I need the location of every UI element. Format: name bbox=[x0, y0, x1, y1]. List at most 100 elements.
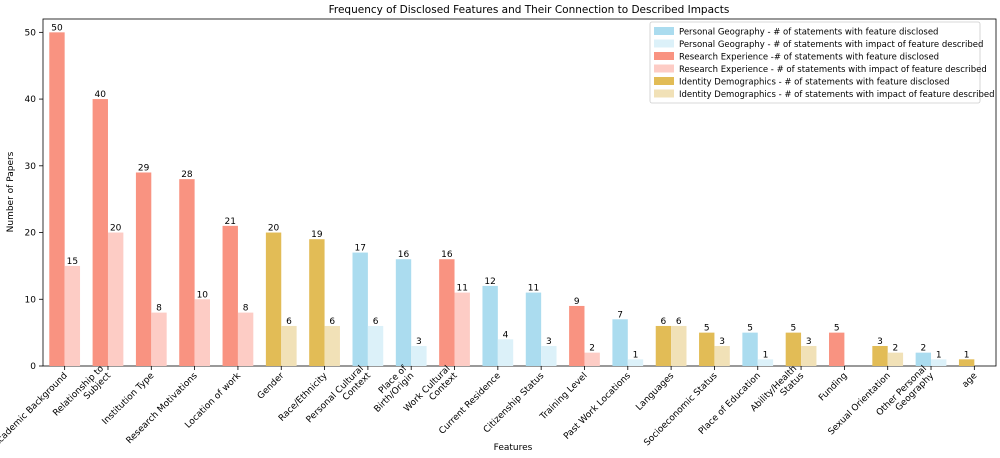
bar-label-disclosed: 6 bbox=[661, 317, 667, 327]
x-tick-label: Ability/HealthStatus bbox=[749, 364, 806, 421]
bar-impact bbox=[324, 325, 340, 366]
bar-disclosed bbox=[742, 332, 758, 366]
bar-label-impact: 3 bbox=[806, 337, 812, 347]
bar-disclosed bbox=[699, 332, 715, 366]
bar-disclosed bbox=[525, 292, 542, 366]
bar-label-disclosed: 40 bbox=[95, 90, 107, 100]
x-tick-label: Funding bbox=[817, 371, 849, 403]
bar-label-impact: 1 bbox=[936, 350, 942, 360]
legend-swatch bbox=[654, 27, 674, 35]
bar-disclosed bbox=[915, 352, 932, 366]
bar-label-impact: 15 bbox=[67, 257, 78, 267]
bar-disclosed bbox=[309, 239, 325, 366]
bar-label-impact: 6 bbox=[373, 317, 379, 327]
bar-label-disclosed: 20 bbox=[268, 224, 280, 234]
bar-label-impact: 1 bbox=[633, 350, 639, 360]
x-tick-label: Gender bbox=[256, 371, 287, 402]
bar-disclosed bbox=[872, 345, 888, 366]
legend-label: Personal Geography - # of statements wit… bbox=[679, 40, 983, 50]
legend: Personal Geography - # of statements wit… bbox=[649, 21, 995, 104]
bar-label-impact: 4 bbox=[503, 330, 509, 340]
bar-disclosed bbox=[569, 305, 585, 366]
bar-disclosed bbox=[92, 99, 108, 367]
bar-impact bbox=[627, 359, 644, 366]
bar-label-impact: 6 bbox=[286, 317, 292, 327]
legend-swatch bbox=[654, 77, 674, 85]
chart-title: Frequency of Disclosed Features and Thei… bbox=[329, 4, 730, 16]
bar-label-disclosed: 7 bbox=[617, 310, 623, 320]
bar-label-disclosed: 5 bbox=[791, 324, 797, 334]
bar-label-impact: 2 bbox=[589, 344, 595, 354]
bar-label-disclosed: 16 bbox=[441, 250, 453, 260]
legend-label: Identity Demographics - # of statements … bbox=[679, 78, 950, 88]
bar-disclosed bbox=[135, 172, 152, 366]
bar-label-impact: 2 bbox=[893, 344, 899, 354]
legend-label: Personal Geography - # of statements wit… bbox=[679, 28, 938, 38]
bar-label-disclosed: 17 bbox=[354, 244, 365, 254]
bar-impact bbox=[151, 312, 167, 366]
bar-label-disclosed: 21 bbox=[225, 217, 236, 227]
y-tick-label: 0 bbox=[30, 362, 36, 372]
legend-label: Research Experience - # of statements wi… bbox=[679, 65, 987, 75]
x-tick-label: Languages bbox=[634, 371, 676, 413]
bar-impact bbox=[714, 345, 730, 366]
bar-impact bbox=[497, 339, 514, 366]
bar-label-impact: 6 bbox=[676, 317, 682, 327]
bar-impact bbox=[411, 345, 427, 366]
y-axis-title: Number of Papers bbox=[6, 151, 16, 232]
legend-swatch bbox=[654, 64, 674, 73]
bar-label-disclosed: 11 bbox=[528, 284, 539, 294]
legend-label: Research Experience -# of statements wit… bbox=[679, 53, 939, 63]
y-tick-label: 50 bbox=[25, 28, 37, 38]
bar-impact bbox=[584, 352, 600, 366]
plot-frame bbox=[42, 18, 997, 367]
bar-impact bbox=[931, 359, 947, 366]
bar-label-disclosed: 29 bbox=[138, 163, 150, 173]
legend-swatch bbox=[654, 39, 674, 48]
bar-label-disclosed: 5 bbox=[704, 324, 710, 334]
y-tick-label: 30 bbox=[25, 162, 37, 172]
bar-label-disclosed: 1 bbox=[964, 350, 970, 360]
bar-impact bbox=[237, 312, 254, 366]
bar-impact bbox=[541, 345, 557, 366]
bar-label-disclosed: 5 bbox=[834, 324, 840, 334]
bar-label-disclosed: 16 bbox=[398, 250, 410, 260]
x-tick-label: Personal CulturalContext bbox=[305, 364, 374, 433]
bar-disclosed bbox=[482, 285, 498, 366]
bar-label-impact: 3 bbox=[719, 337, 725, 347]
bar-label-impact: 11 bbox=[456, 284, 467, 294]
bar-label-impact: 3 bbox=[416, 337, 422, 347]
bar-label-disclosed: 5 bbox=[747, 324, 753, 334]
y-tick-label: 10 bbox=[25, 295, 37, 305]
bar-disclosed bbox=[958, 359, 975, 366]
bar-label-disclosed: 9 bbox=[574, 297, 580, 307]
bar-disclosed bbox=[49, 32, 65, 366]
x-tick-label: Socioeconomic Status bbox=[642, 371, 719, 448]
bar-label-impact: 3 bbox=[546, 337, 552, 347]
x-tick-label: Work CulturalContext bbox=[402, 364, 460, 422]
bar-impact bbox=[757, 359, 774, 366]
bar-impact bbox=[281, 325, 297, 366]
y-tick-label: 20 bbox=[25, 229, 37, 239]
bar-disclosed bbox=[439, 259, 455, 366]
bar-disclosed bbox=[265, 232, 282, 366]
bar-impact bbox=[887, 352, 904, 366]
bar-label-disclosed: 50 bbox=[51, 23, 63, 33]
bar-label-impact: 10 bbox=[197, 290, 209, 300]
bar-impact bbox=[194, 299, 210, 366]
bar-disclosed bbox=[829, 332, 845, 366]
bar-impact bbox=[64, 265, 81, 366]
bar-impact bbox=[801, 345, 817, 366]
bar-disclosed bbox=[785, 332, 802, 366]
bar-label-disclosed: 3 bbox=[877, 337, 883, 347]
bar-label-impact: 8 bbox=[243, 304, 249, 314]
x-tick-label: Research Motivations bbox=[125, 371, 200, 446]
bar-label-disclosed: 2 bbox=[920, 344, 926, 354]
bar-disclosed bbox=[395, 259, 412, 366]
bar-label-disclosed: 28 bbox=[181, 170, 193, 180]
bar-disclosed bbox=[222, 225, 238, 366]
bar-label-impact: 20 bbox=[110, 224, 122, 234]
x-axis-title: Features bbox=[494, 443, 533, 453]
bar-disclosed bbox=[352, 252, 368, 366]
